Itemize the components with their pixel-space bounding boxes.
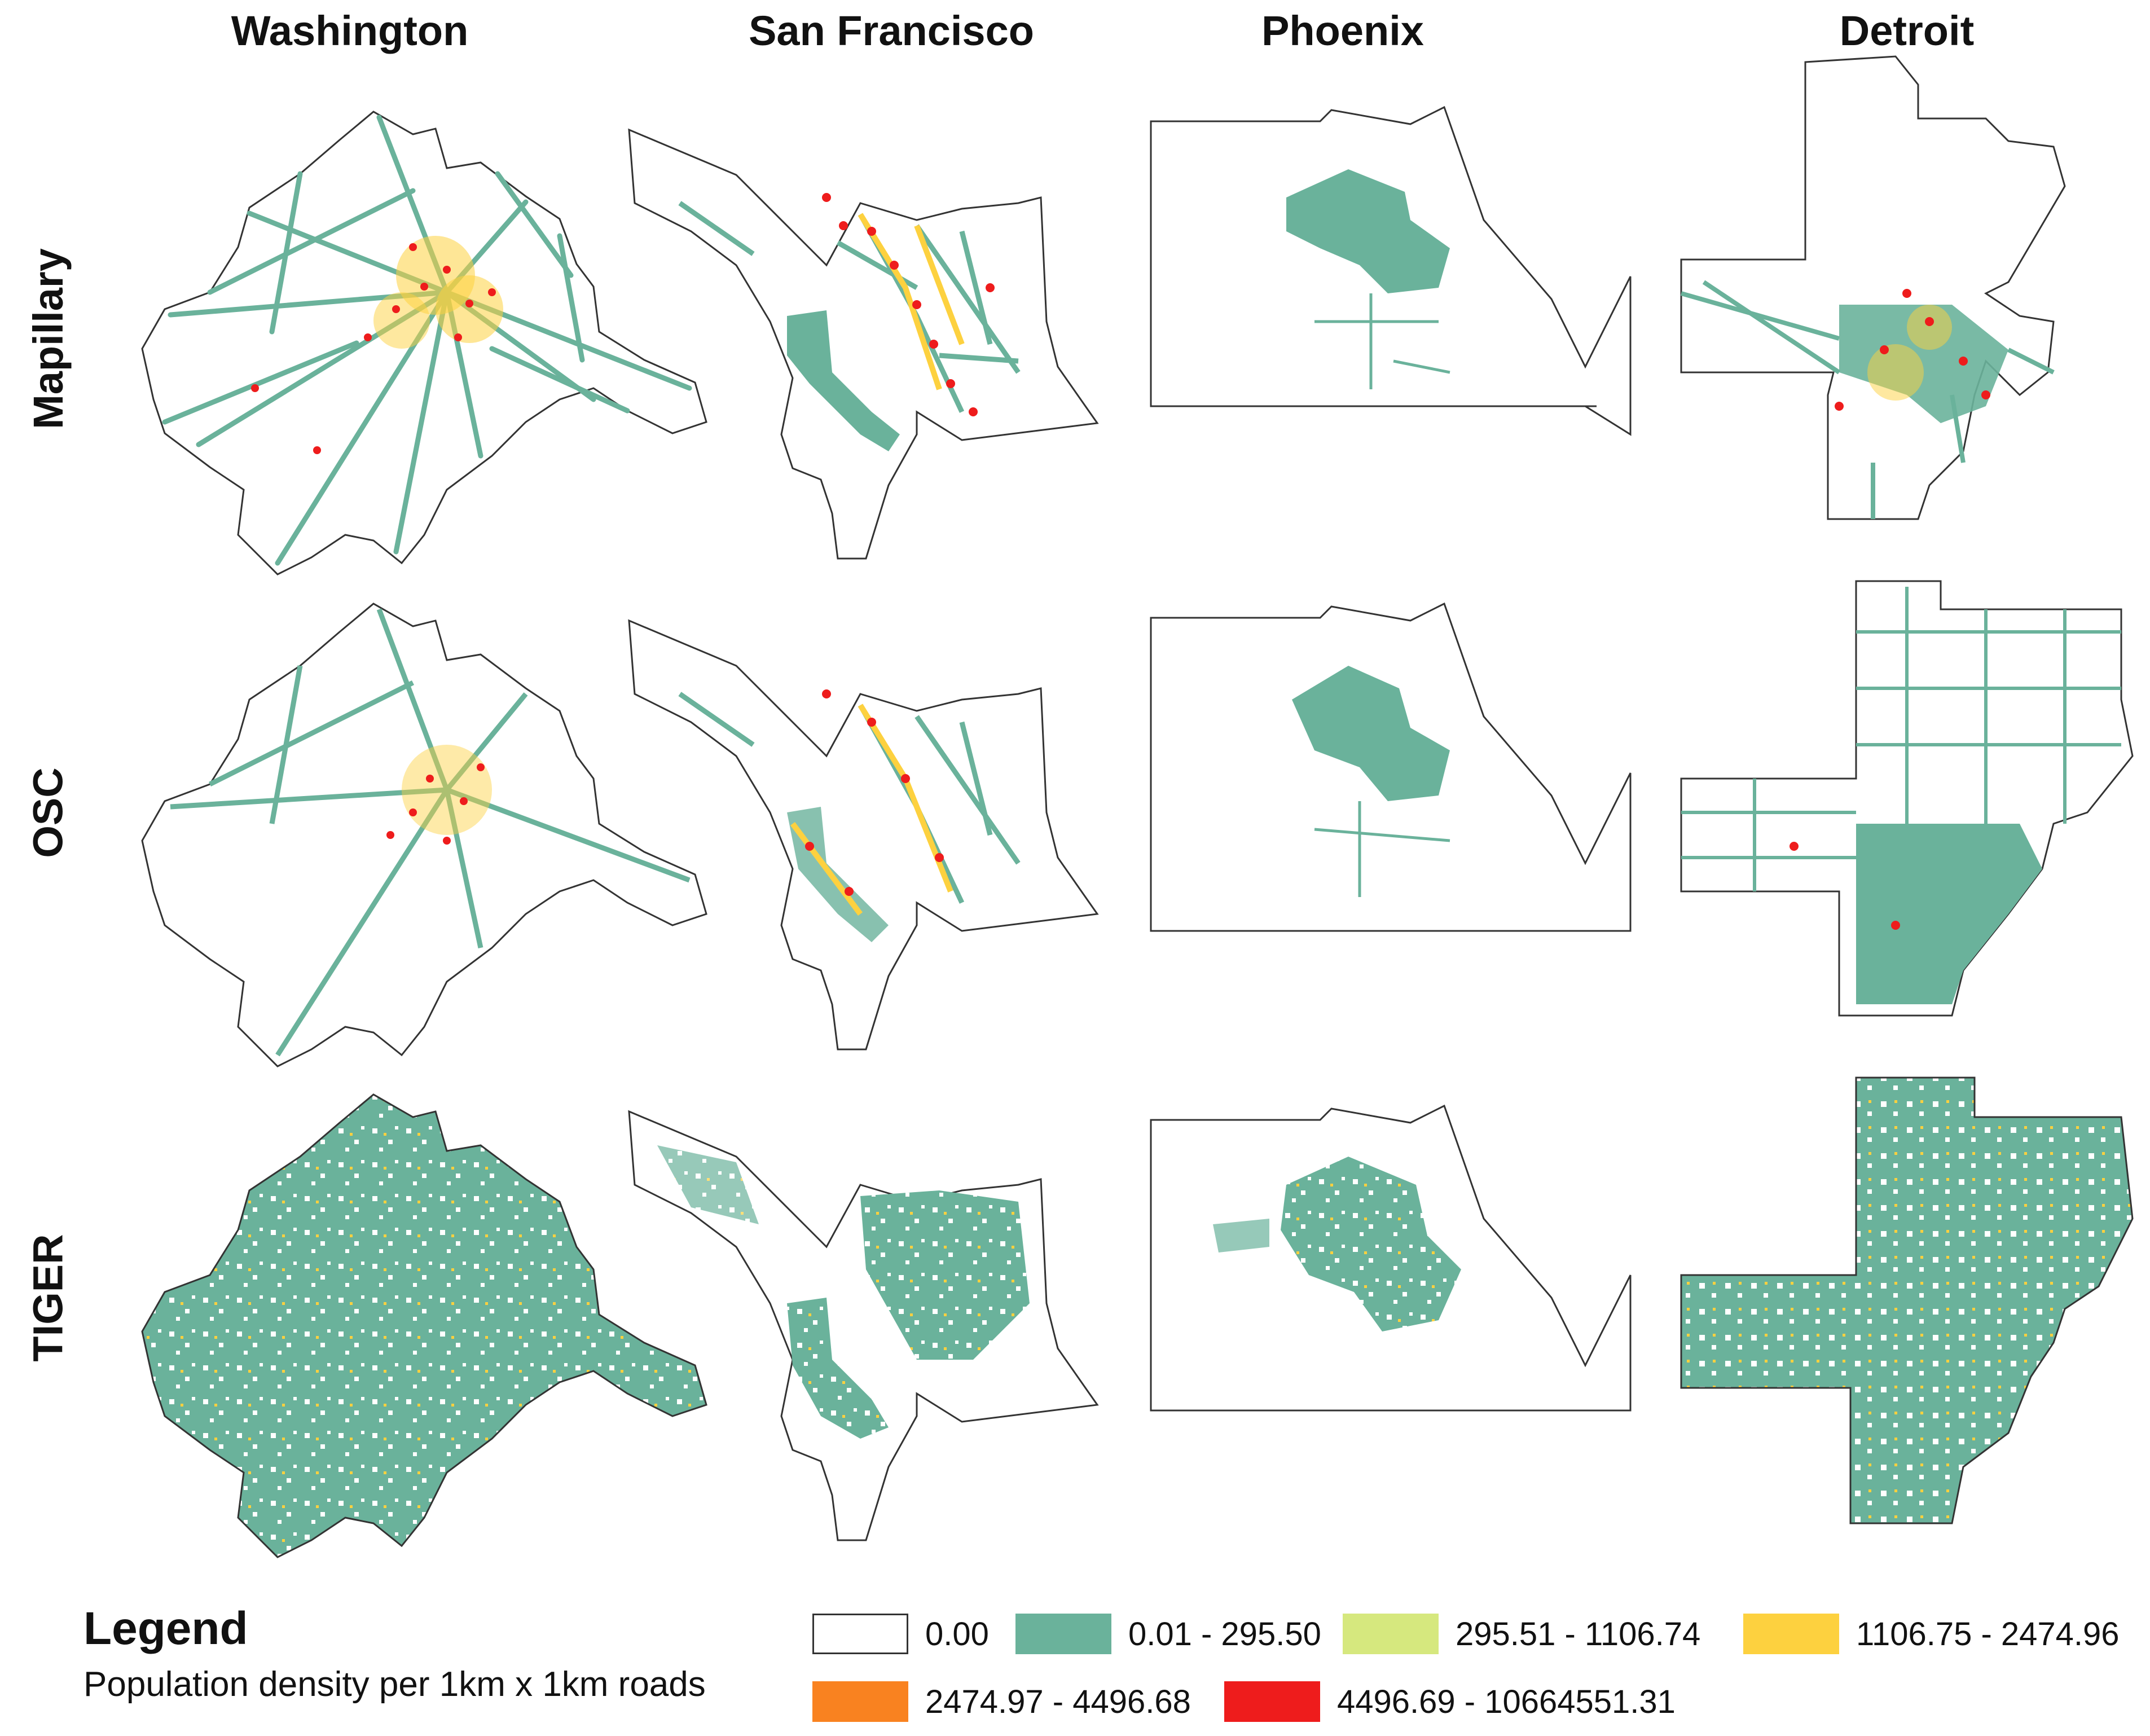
map-mapillary-washington (141, 111, 707, 575)
column-title-detroit: Detroit (1839, 7, 1975, 54)
legend-swatch (1015, 1614, 1111, 1654)
legend-subtitle: Population density per 1km x 1km roads (83, 1665, 706, 1704)
legend-item-0: 0.00 (812, 1614, 989, 1654)
map-mapillary-phoenix (1150, 106, 1632, 436)
legend-swatch (1343, 1614, 1439, 1654)
legend-item-2: 295.51 - 1106.74 (1343, 1614, 1700, 1654)
map-tiger-washington (141, 1093, 707, 1558)
legend-swatch (1743, 1614, 1839, 1654)
legend-label: 1106.75 - 2474.96 (1856, 1615, 2120, 1653)
column-title-washington: Washington (231, 7, 469, 54)
legend-title: Legend (83, 1603, 248, 1654)
map-mapillary-detroit (1680, 55, 2066, 520)
legend-swatch (812, 1681, 908, 1722)
map-mapillary-san-francisco (628, 128, 1099, 560)
legend-swatch (812, 1614, 908, 1654)
legend-item-3: 1106.75 - 2474.96 (1743, 1614, 2120, 1654)
map-osc-phoenix (1150, 602, 1632, 932)
map-osc-washington (141, 603, 707, 1067)
legend-label: 0.01 - 295.50 (1128, 1615, 1321, 1653)
legend-label: 2474.97 - 4496.68 (925, 1683, 1191, 1720)
map-osc-san-francisco (628, 619, 1099, 1051)
map-tiger-phoenix (1150, 1104, 1632, 1412)
legend-swatch (1224, 1681, 1320, 1722)
map-grid (141, 55, 2134, 1558)
legend-label: 0.00 (925, 1615, 989, 1653)
column-title-phoenix: Phoenix (1261, 7, 1424, 54)
column-title-san-francisco: San Francisco (749, 7, 1034, 54)
legend-item-4: 2474.97 - 4496.68 (812, 1681, 1191, 1722)
legend-item-5: 4496.69 - 10664551.31 (1224, 1681, 1676, 1722)
map-tiger-san-francisco (628, 1110, 1099, 1541)
map-tiger-detroit (1680, 1076, 2134, 1524)
legend-label: 4496.69 - 10664551.31 (1337, 1683, 1676, 1720)
map-osc-detroit (1680, 580, 2134, 1017)
legend-item-1: 0.01 - 295.50 (1015, 1614, 1321, 1654)
legend-label: 295.51 - 1106.74 (1456, 1615, 1701, 1653)
